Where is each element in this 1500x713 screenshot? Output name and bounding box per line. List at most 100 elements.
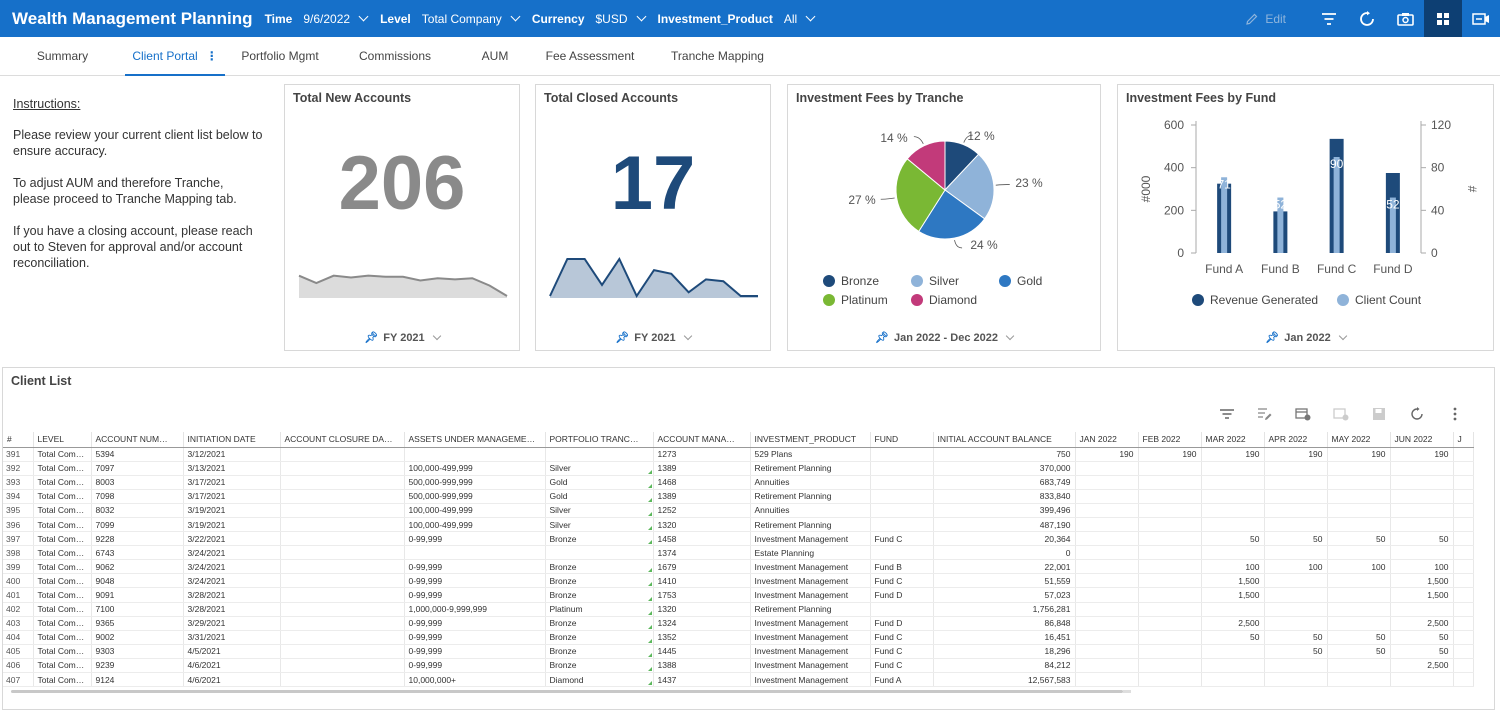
table-cell[interactable]: 3/31/2021 — [183, 630, 281, 645]
table-cell[interactable] — [1264, 461, 1328, 476]
table-cell[interactable]: Annuities — [750, 475, 871, 490]
table-cell[interactable]: 1679 — [653, 559, 751, 575]
table-cell[interactable] — [1327, 573, 1391, 589]
table-cell[interactable]: Investment Management — [750, 658, 871, 674]
table-cell[interactable] — [1453, 489, 1474, 504]
tab-aum[interactable]: AUM — [481, 49, 509, 63]
table-cell[interactable] — [545, 545, 654, 561]
table-cell[interactable]: 50 — [1201, 531, 1265, 547]
table-cell[interactable]: Total Com… — [33, 545, 92, 561]
table-cell[interactable]: 18,296 — [933, 644, 1076, 659]
table-cell[interactable] — [1390, 461, 1454, 476]
table-cell[interactable] — [1327, 602, 1391, 617]
table-cell[interactable] — [1201, 489, 1265, 504]
table-cell[interactable]: 100,000-499,999 — [404, 461, 546, 476]
table-cell[interactable]: 190 — [1075, 447, 1139, 462]
table-cell[interactable]: 1,500 — [1390, 587, 1454, 603]
table-cell[interactable]: 86,848 — [933, 616, 1076, 631]
refresh-button[interactable] — [1348, 0, 1386, 37]
table-cell[interactable]: Fund B — [870, 559, 934, 575]
table-cell[interactable]: Total Com… — [33, 658, 92, 674]
table-cell[interactable]: 4/6/2021 — [183, 658, 281, 674]
table-cell[interactable] — [280, 503, 405, 518]
table-cell[interactable]: 9091 — [91, 587, 184, 603]
grid-more-button[interactable] — [1436, 405, 1474, 423]
column-header[interactable]: JAN 2022 — [1075, 432, 1139, 448]
table-cell[interactable]: 16,451 — [933, 630, 1076, 645]
column-header[interactable]: ACCOUNT CLOSURE DA… — [280, 432, 405, 448]
table-cell[interactable] — [1390, 672, 1454, 688]
tab-portfolio-mgmt[interactable]: Portfolio Mgmt — [241, 49, 319, 63]
table-row[interactable]: 397 Total Com… 9228 3/22/2021 0-99,999 Bronze… — [3, 531, 1474, 547]
table-cell[interactable]: Investment Management — [750, 644, 871, 659]
table-cell[interactable]: Total Com… — [33, 573, 92, 589]
table-cell[interactable]: 9303 — [91, 644, 184, 659]
table-cell[interactable] — [1075, 658, 1139, 674]
table-cell[interactable]: Total Com… — [33, 630, 92, 645]
table-cell[interactable]: Silver — [545, 503, 654, 518]
table-cell[interactable] — [1264, 489, 1328, 504]
table-cell[interactable]: 190 — [1201, 447, 1265, 462]
grid-save-button[interactable] — [1360, 405, 1398, 423]
table-cell[interactable]: 1320 — [653, 517, 751, 533]
table-cell[interactable]: 3/13/2021 — [183, 461, 281, 476]
table-cell[interactable]: 0 — [933, 545, 1076, 561]
table-cell[interactable]: Investment Management — [750, 672, 871, 688]
table-cell[interactable] — [1390, 489, 1454, 504]
table-cell[interactable]: 9239 — [91, 658, 184, 674]
table-cell[interactable] — [1201, 602, 1265, 617]
table-cell[interactable]: 6743 — [91, 545, 184, 561]
table-cell[interactable]: 50 — [1327, 630, 1391, 645]
table-cell[interactable] — [1201, 545, 1265, 561]
table-cell[interactable]: Annuities — [750, 503, 871, 518]
table-cell[interactable]: 370,000 — [933, 461, 1076, 476]
table-cell[interactable]: 1389 — [653, 461, 751, 476]
horizontal-scrollbar[interactable] — [11, 690, 1123, 693]
table-cell[interactable] — [1453, 630, 1474, 645]
table-cell[interactable] — [1453, 503, 1474, 518]
tab-tranche-mapping[interactable]: Tranche Mapping — [671, 49, 764, 63]
table-cell[interactable]: 9228 — [91, 531, 184, 547]
table-cell[interactable] — [1327, 658, 1391, 674]
table-cell[interactable]: Fund C — [870, 573, 934, 589]
table-cell[interactable] — [1138, 503, 1202, 518]
table-cell[interactable]: Gold — [545, 475, 654, 490]
table-cell[interactable] — [404, 545, 546, 561]
table-cell[interactable] — [1201, 503, 1265, 518]
table-cell[interactable]: Retirement Planning — [750, 602, 871, 617]
table-cell[interactable]: 50 — [1264, 644, 1328, 659]
table-cell[interactable] — [1075, 517, 1139, 533]
table-cell[interactable] — [1075, 573, 1139, 589]
grid-filter-button[interactable] — [1208, 405, 1246, 423]
table-cell[interactable]: 9124 — [91, 672, 184, 688]
edit-button[interactable]: Edit — [1245, 12, 1286, 26]
table-cell[interactable]: 1458 — [653, 531, 751, 547]
table-cell[interactable]: 3/29/2021 — [183, 616, 281, 631]
table-cell[interactable] — [1453, 545, 1474, 561]
table-cell[interactable] — [870, 602, 934, 617]
table-cell[interactable] — [1201, 475, 1265, 490]
table-cell[interactable] — [1327, 517, 1391, 533]
table-cell[interactable] — [1453, 447, 1474, 462]
grid-edit-rows-button[interactable] — [1246, 405, 1284, 423]
column-header[interactable]: MAY 2022 — [1327, 432, 1391, 448]
table-cell[interactable]: 399,496 — [933, 503, 1076, 518]
table-cell[interactable]: 190 — [1138, 447, 1202, 462]
table-row[interactable]: 391 Total Com… 5394 3/12/2021 1273 529 Plans 7… — [3, 447, 1474, 462]
table-cell[interactable]: 8032 — [91, 503, 184, 518]
column-header[interactable]: APR 2022 — [1264, 432, 1328, 448]
table-cell[interactable] — [280, 461, 405, 476]
table-cell[interactable]: Silver — [545, 517, 654, 533]
table-cell[interactable]: 1273 — [653, 447, 751, 462]
table-cell[interactable]: Fund C — [870, 630, 934, 645]
table-cell[interactable] — [1138, 461, 1202, 476]
card-footer-filter[interactable]: 📌︎ FY 2021 — [285, 331, 519, 344]
grid-delete-button[interactable] — [1322, 405, 1360, 423]
table-cell[interactable]: 190 — [1390, 447, 1454, 462]
table-cell[interactable] — [1075, 644, 1139, 659]
table-cell[interactable]: Investment Management — [750, 573, 871, 589]
table-cell[interactable] — [1075, 545, 1139, 561]
table-cell[interactable]: 0-99,999 — [404, 630, 546, 645]
table-cell[interactable] — [1138, 630, 1202, 645]
table-cell[interactable]: Retirement Planning — [750, 461, 871, 476]
